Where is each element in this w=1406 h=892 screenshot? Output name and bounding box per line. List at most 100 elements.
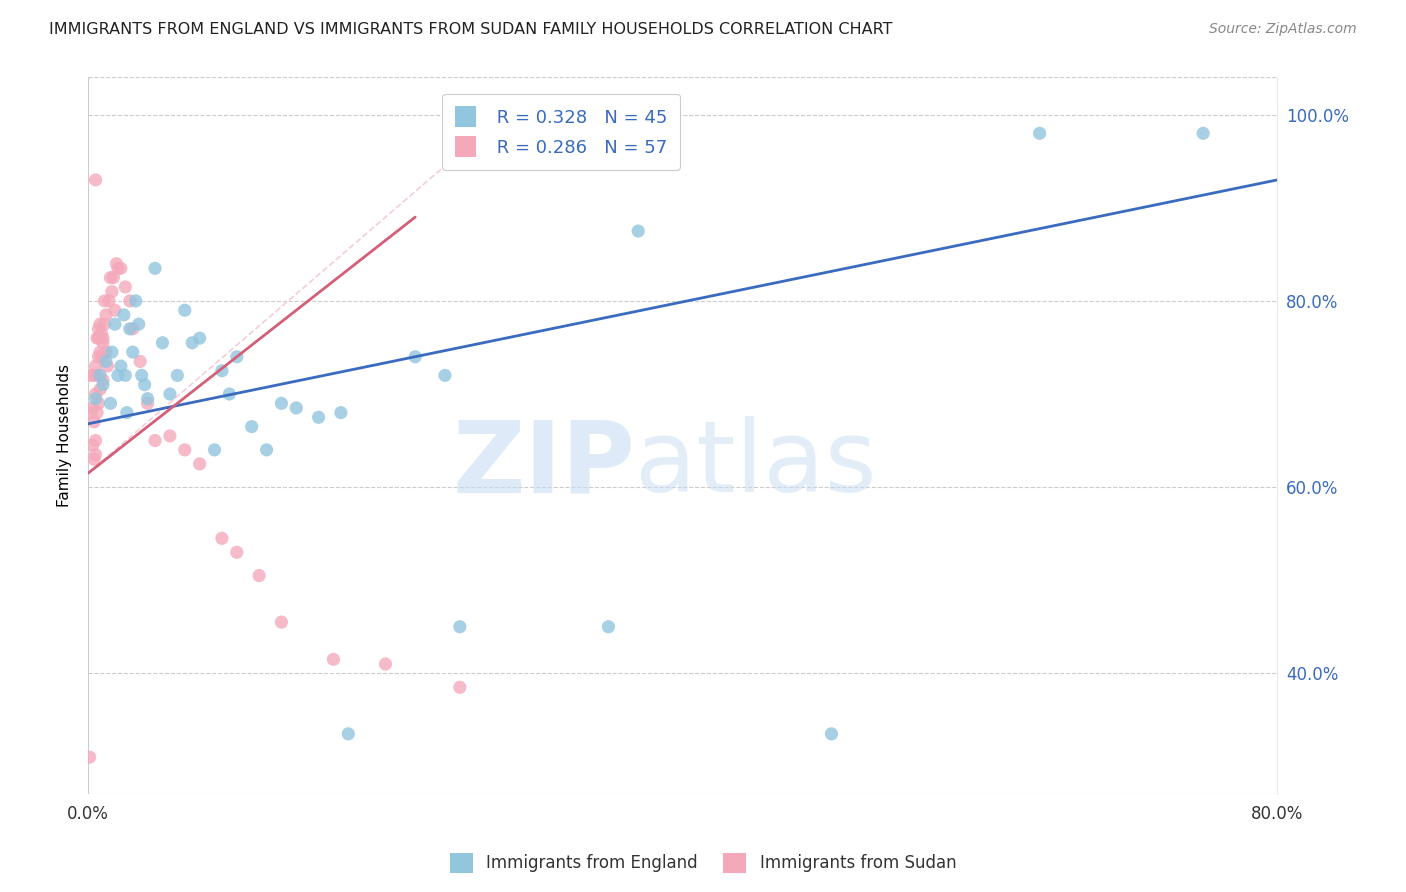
Point — [131, 368, 153, 383]
Point — [84, 448, 107, 462]
Point — [118, 293, 141, 308]
Point — [125, 293, 148, 308]
Point — [374, 657, 396, 671]
Point — [270, 396, 292, 410]
Y-axis label: Family Households: Family Households — [58, 365, 72, 508]
Point — [89, 345, 111, 359]
Point — [107, 261, 129, 276]
Point — [218, 387, 240, 401]
Point — [93, 293, 115, 308]
Point — [93, 317, 115, 331]
Point — [89, 317, 111, 331]
Point — [627, 224, 650, 238]
Point — [128, 317, 150, 331]
Point — [87, 331, 110, 345]
Point — [86, 368, 108, 383]
Point — [134, 377, 156, 392]
Text: Source: ZipAtlas.com: Source: ZipAtlas.com — [1209, 22, 1357, 37]
Point — [91, 335, 114, 350]
Point — [82, 401, 104, 415]
Point — [211, 364, 233, 378]
Point — [136, 396, 159, 410]
Point — [87, 322, 110, 336]
Legend:  R = 0.328   N = 45,  R = 0.286   N = 57: R = 0.328 N = 45, R = 0.286 N = 57 — [441, 94, 681, 169]
Point — [143, 261, 166, 276]
Point — [101, 345, 124, 359]
Point — [91, 377, 114, 392]
Point — [285, 401, 308, 415]
Point — [433, 368, 456, 383]
Point — [256, 442, 278, 457]
Point — [104, 317, 127, 331]
Point — [107, 368, 129, 383]
Point — [820, 727, 842, 741]
Point — [188, 457, 211, 471]
Point — [100, 270, 122, 285]
Point — [112, 308, 135, 322]
Point — [118, 322, 141, 336]
Point — [105, 257, 128, 271]
Point — [91, 373, 114, 387]
Point — [94, 354, 117, 368]
Point — [103, 270, 125, 285]
Point — [84, 387, 107, 401]
Point — [100, 396, 122, 410]
Point — [89, 382, 111, 396]
Point — [449, 681, 471, 695]
Point — [110, 359, 132, 373]
Point — [86, 406, 108, 420]
Point — [82, 438, 104, 452]
Point — [98, 293, 121, 308]
Point — [94, 308, 117, 322]
Point — [136, 392, 159, 406]
Point — [449, 620, 471, 634]
Point — [181, 335, 204, 350]
Point — [83, 415, 105, 429]
Point — [89, 368, 111, 383]
Point — [225, 545, 247, 559]
Point — [247, 568, 270, 582]
Point — [101, 285, 124, 299]
Point — [115, 406, 138, 420]
Point — [404, 350, 426, 364]
Point — [159, 387, 181, 401]
Point — [240, 419, 263, 434]
Legend: Immigrants from England, Immigrants from Sudan: Immigrants from England, Immigrants from… — [443, 847, 963, 880]
Point — [1028, 126, 1050, 140]
Point — [90, 326, 112, 341]
Point — [159, 429, 181, 443]
Point — [598, 620, 620, 634]
Point — [322, 652, 344, 666]
Text: atlas: atlas — [636, 416, 877, 513]
Point — [1192, 126, 1215, 140]
Point — [121, 345, 143, 359]
Point — [152, 335, 174, 350]
Point — [80, 406, 103, 420]
Point — [83, 368, 105, 383]
Point — [110, 261, 132, 276]
Point — [337, 727, 360, 741]
Point — [84, 173, 107, 187]
Point — [173, 303, 195, 318]
Point — [94, 345, 117, 359]
Point — [80, 368, 103, 383]
Point — [87, 350, 110, 364]
Point — [104, 303, 127, 318]
Point — [211, 532, 233, 546]
Point — [90, 350, 112, 364]
Point — [86, 331, 108, 345]
Point — [188, 331, 211, 345]
Point — [308, 410, 330, 425]
Point — [91, 331, 114, 345]
Text: IMMIGRANTS FROM ENGLAND VS IMMIGRANTS FROM SUDAN FAMILY HOUSEHOLDS CORRELATION C: IMMIGRANTS FROM ENGLAND VS IMMIGRANTS FR… — [49, 22, 893, 37]
Point — [173, 442, 195, 457]
Point — [84, 359, 107, 373]
Point — [87, 396, 110, 410]
Point — [79, 750, 101, 764]
Point — [114, 280, 136, 294]
Point — [143, 434, 166, 448]
Point — [204, 442, 226, 457]
Point — [83, 452, 105, 467]
Text: ZIP: ZIP — [453, 416, 636, 513]
Point — [84, 434, 107, 448]
